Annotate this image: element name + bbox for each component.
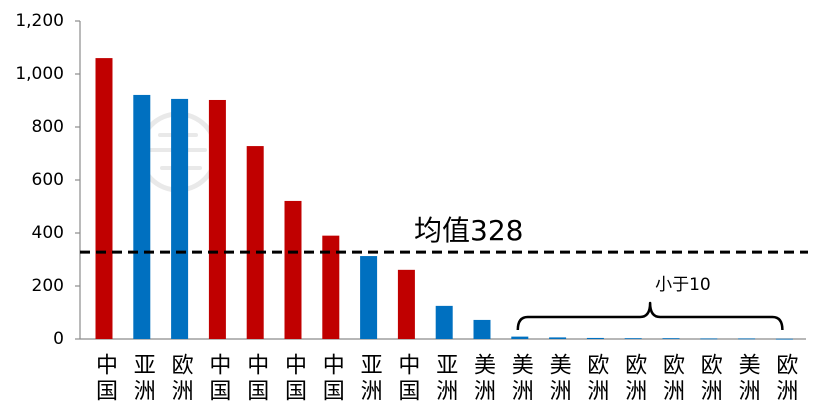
x-tick-label: 欧洲 (772, 353, 798, 405)
x-tick-label: 亚洲 (356, 353, 382, 405)
bar (473, 319, 491, 339)
bar (171, 98, 189, 339)
y-tick-label: 200 (32, 276, 64, 296)
bar (246, 146, 264, 339)
x-tick-label: 欧洲 (167, 353, 193, 405)
x-tick-label: 美洲 (470, 353, 495, 405)
x-tick-label: 美洲 (507, 353, 533, 405)
bar (360, 256, 378, 339)
x-tick-label: 美洲 (545, 353, 571, 405)
bar (775, 338, 793, 340)
bar (133, 94, 151, 339)
x-tick-label: 亚洲 (129, 353, 155, 405)
x-tick-label: 亚洲 (432, 353, 458, 405)
bracket (516, 301, 784, 331)
y-tick-label: 1,000 (15, 64, 64, 84)
x-tick-label: 中国 (92, 353, 117, 405)
x-tick-label: 中国 (394, 353, 420, 405)
x-tick-label: 中国 (205, 353, 231, 405)
x-tick-label: 中国 (243, 353, 269, 405)
bar (738, 338, 756, 340)
x-tick-label: 欧洲 (583, 353, 609, 405)
y-tick-label: 0 (53, 329, 64, 349)
bar (549, 337, 567, 339)
x-tick-label: 美洲 (734, 353, 760, 405)
bar (624, 338, 642, 340)
bar (208, 99, 226, 339)
y-tick-label: 800 (32, 117, 64, 137)
y-tick-label: 400 (32, 223, 64, 243)
bar (700, 338, 718, 340)
mean-label: 均值328 (414, 214, 523, 247)
x-tick-label: 欧洲 (696, 353, 722, 405)
x-tick-label: 欧洲 (659, 353, 684, 405)
x-tick-label: 中国 (318, 353, 344, 405)
bar (662, 338, 680, 340)
x-tick-label: 欧洲 (621, 353, 647, 405)
bar (435, 305, 453, 339)
bar (397, 269, 415, 339)
x-tick-label: 中国 (281, 353, 306, 405)
bar (95, 58, 113, 339)
y-tick-label: 1,200 (15, 11, 64, 31)
y-tick-label: 600 (32, 170, 64, 190)
bar (586, 337, 604, 339)
bar (511, 336, 529, 339)
bracket-label: 小于10 (655, 275, 711, 295)
bar (284, 200, 302, 339)
bar (322, 235, 340, 339)
